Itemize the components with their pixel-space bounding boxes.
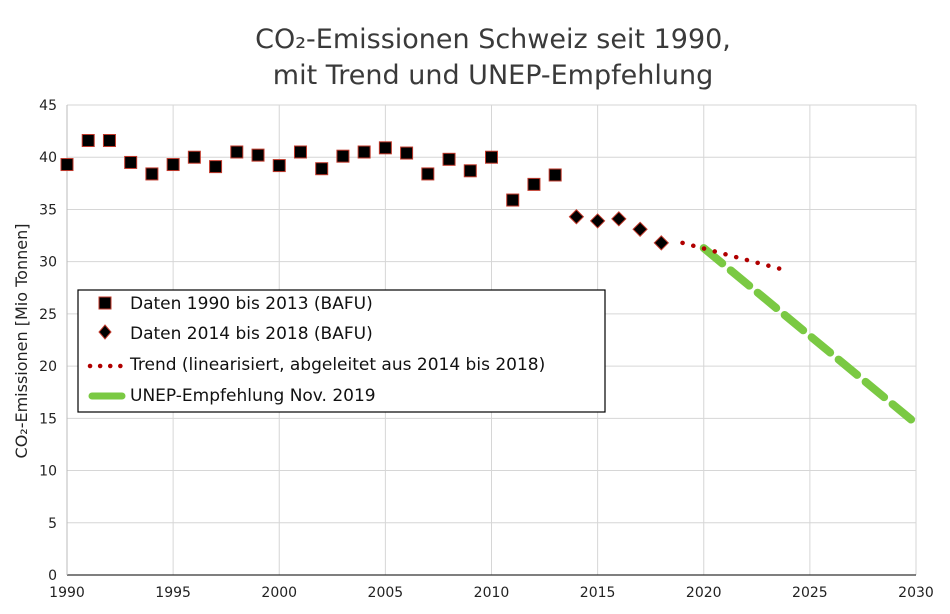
point-square-2006 [400, 146, 414, 160]
point-square-2011 [506, 193, 520, 207]
x-tick-label-2025: 2025 [792, 585, 828, 601]
x-tick-label-1990: 1990 [49, 585, 85, 601]
y-tick-label-5: 5 [48, 516, 57, 532]
y-tick-label-20: 20 [39, 359, 57, 375]
point-square-2001 [293, 145, 307, 159]
point-square-1997 [209, 160, 223, 174]
x-tick-label-2020: 2020 [686, 585, 722, 601]
legend-label-daten-1990-2013: Daten 1990 bis 2013 (BAFU) [130, 294, 373, 314]
chart-title-line-2: mit Trend und UNEP-Empfehlung [273, 60, 713, 91]
legend-label-unep: UNEP-Empfehlung Nov. 2019 [130, 386, 376, 406]
point-diamond-2014 [568, 209, 585, 225]
x-tick-label-2005: 2005 [368, 585, 404, 601]
point-square-2005 [378, 141, 392, 155]
point-diamond-2016 [611, 211, 627, 227]
y-tick-label-35: 35 [39, 202, 57, 218]
x-tick-label-2030: 2030 [898, 585, 934, 601]
point-square-2008 [442, 152, 456, 166]
legend: Daten 1990 bis 2013 (BAFU) Daten 2014 bi… [77, 289, 606, 413]
series-group [60, 134, 920, 428]
point-square-2010 [485, 150, 498, 164]
point-diamond-2017 [632, 221, 648, 237]
y-tick-label-40: 40 [39, 150, 57, 166]
point-diamond-2015 [589, 213, 606, 229]
point-square-1991 [81, 134, 95, 148]
point-square-1990 [60, 158, 74, 172]
y-tick-label-45: 45 [39, 98, 57, 114]
y-tick-label-10: 10 [39, 464, 57, 480]
chart-title-line-1: CO₂-Emissionen Schweiz seit 1990, [255, 24, 731, 55]
point-square-2007 [421, 167, 435, 181]
point-square-2002 [315, 162, 329, 176]
series-trend-line [680, 240, 791, 274]
y-tick-label-15: 15 [39, 411, 57, 427]
x-tick-label-2010: 2010 [474, 585, 510, 601]
legend-box [77, 289, 606, 413]
x-tick-label-1995: 1995 [155, 585, 191, 601]
point-square-1999 [251, 148, 265, 162]
legend-marker-square [98, 296, 112, 310]
legend-label-trend: Trend (linearisiert, abgeleitet aus 2014… [129, 355, 545, 375]
x-tick-label-2000: 2000 [261, 585, 297, 601]
point-square-2012 [527, 177, 541, 191]
axes [66, 105, 916, 576]
y-tick-label-30: 30 [39, 255, 57, 271]
point-square-2000 [272, 159, 286, 173]
point-square-1994 [145, 167, 159, 181]
point-square-1998 [230, 145, 244, 159]
y-tick-label-25: 25 [39, 307, 57, 323]
point-square-2003 [336, 149, 350, 163]
legend-marker-diamond [98, 324, 112, 340]
legend-label-daten-2014-2018: Daten 2014 bis 2018 (BAFU) [130, 324, 373, 344]
point-square-1995 [166, 158, 180, 172]
tick-labels: 1990 1995 2000 2005 2010 2015 2020 2025 20300510… [39, 98, 934, 601]
y-axis-label: CO₂-Emissionen [Mio Tonnen] [12, 224, 31, 459]
point-square-2009 [463, 164, 477, 178]
point-square-2013 [548, 168, 562, 182]
point-diamond-2018 [653, 235, 670, 251]
series-unep-line [699, 244, 920, 428]
point-square-2004 [357, 145, 371, 159]
point-square-1996 [187, 150, 201, 164]
point-square-1992 [102, 134, 116, 148]
x-tick-label-2015: 2015 [580, 585, 616, 601]
point-square-1993 [124, 155, 138, 169]
y-tick-label-0: 0 [48, 568, 57, 584]
